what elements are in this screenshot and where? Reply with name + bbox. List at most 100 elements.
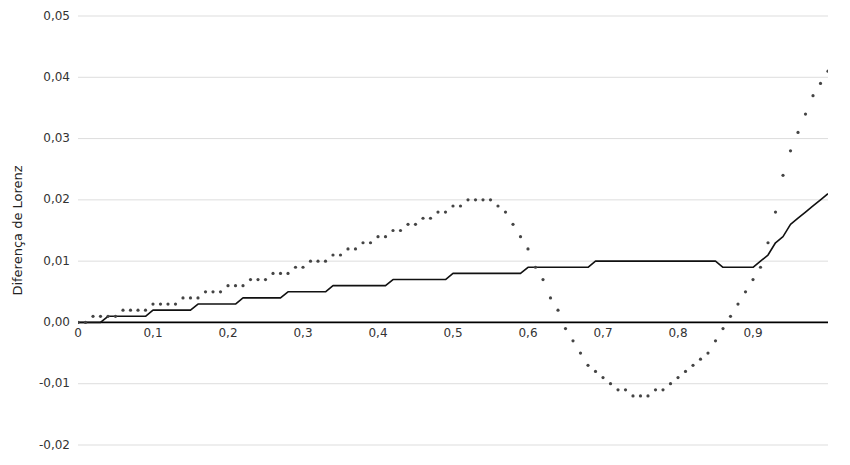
series-point xyxy=(511,223,514,226)
grid-line xyxy=(78,138,828,139)
series-point xyxy=(316,260,319,263)
series-point xyxy=(369,241,372,244)
y-tick-label: -0,01 xyxy=(39,376,70,390)
series-point xyxy=(646,394,649,397)
series-point xyxy=(706,351,709,354)
x-tick-label: 0,3 xyxy=(293,326,312,340)
y-tick-label: 0,04 xyxy=(43,70,70,84)
series-point xyxy=(181,296,184,299)
series-point xyxy=(399,229,402,232)
series-point xyxy=(804,112,807,115)
series-point xyxy=(309,260,312,263)
series-point xyxy=(534,266,537,269)
series-point xyxy=(556,309,559,312)
series-point xyxy=(121,309,124,312)
series-point xyxy=(91,315,94,318)
series-point xyxy=(406,223,409,226)
series-point xyxy=(729,315,732,318)
y-tick-label: 0,03 xyxy=(43,131,70,145)
series-point xyxy=(549,296,552,299)
x-tick-label: 0,2 xyxy=(218,326,237,340)
series-point xyxy=(354,247,357,250)
series-point xyxy=(466,198,469,201)
series-point xyxy=(249,278,252,281)
series-point xyxy=(661,388,664,391)
series-point xyxy=(84,321,87,324)
x-tick-label: 0,9 xyxy=(743,326,762,340)
x-tick-label: 0,1 xyxy=(143,326,162,340)
series-point xyxy=(346,247,349,250)
series-point xyxy=(114,315,117,318)
series-point xyxy=(324,260,327,263)
series-point xyxy=(166,302,169,305)
series-point xyxy=(301,266,304,269)
plot-area xyxy=(78,70,828,398)
series-point xyxy=(579,351,582,354)
series-point xyxy=(796,131,799,134)
series-point xyxy=(421,217,424,220)
series-point xyxy=(571,339,574,342)
y-tick-label: 0,02 xyxy=(43,192,70,206)
series-point xyxy=(226,284,229,287)
series-point xyxy=(384,235,387,238)
series-point xyxy=(459,204,462,207)
series-point xyxy=(189,296,192,299)
series-point xyxy=(451,204,454,207)
series-point xyxy=(414,223,417,226)
series-point xyxy=(196,296,199,299)
series-point xyxy=(519,235,522,238)
x-tick-label: 0,5 xyxy=(443,326,462,340)
series-point xyxy=(564,327,567,330)
y-tick-label: -0,02 xyxy=(39,438,70,452)
y-tick-label: 0,00 xyxy=(43,315,70,329)
series-point xyxy=(541,278,544,281)
series-point xyxy=(481,198,484,201)
series-point xyxy=(106,315,109,318)
series-point xyxy=(744,290,747,293)
series-point xyxy=(361,241,364,244)
series-point xyxy=(766,241,769,244)
series-point xyxy=(601,376,604,379)
series-point xyxy=(286,272,289,275)
series-point xyxy=(211,290,214,293)
series-point xyxy=(721,327,724,330)
series-point xyxy=(826,70,828,73)
grid-line xyxy=(78,77,828,78)
series-point xyxy=(819,82,822,85)
series-point xyxy=(444,211,447,214)
series-point xyxy=(759,266,762,269)
series-point xyxy=(586,364,589,367)
series-point xyxy=(234,284,237,287)
series-point xyxy=(294,266,297,269)
series-point xyxy=(489,198,492,201)
series-point xyxy=(99,315,102,318)
series-point xyxy=(256,278,259,281)
y-tick-label: 0,05 xyxy=(43,9,70,23)
series-point xyxy=(264,278,267,281)
series-point xyxy=(144,309,147,312)
series-point xyxy=(631,394,634,397)
series-point xyxy=(436,211,439,214)
series-point xyxy=(789,149,792,152)
x-tick-label: 0,7 xyxy=(593,326,612,340)
series-point xyxy=(136,309,139,312)
series-point xyxy=(714,339,717,342)
series-point xyxy=(669,382,672,385)
chart: -0,02-0,010,000,010,020,030,040,0500,10,… xyxy=(0,0,850,465)
series-point xyxy=(624,388,627,391)
series-point xyxy=(504,211,507,214)
grid-line xyxy=(78,16,828,17)
series-point xyxy=(159,302,162,305)
series-point xyxy=(241,284,244,287)
series-point xyxy=(496,204,499,207)
series-point xyxy=(699,358,702,361)
series-point xyxy=(684,370,687,373)
series-point xyxy=(639,394,642,397)
series-point xyxy=(204,290,207,293)
series-point xyxy=(376,235,379,238)
series-point xyxy=(151,302,154,305)
series-point xyxy=(691,364,694,367)
grid-line xyxy=(78,383,828,384)
grid-line xyxy=(78,445,828,446)
series-point xyxy=(751,278,754,281)
